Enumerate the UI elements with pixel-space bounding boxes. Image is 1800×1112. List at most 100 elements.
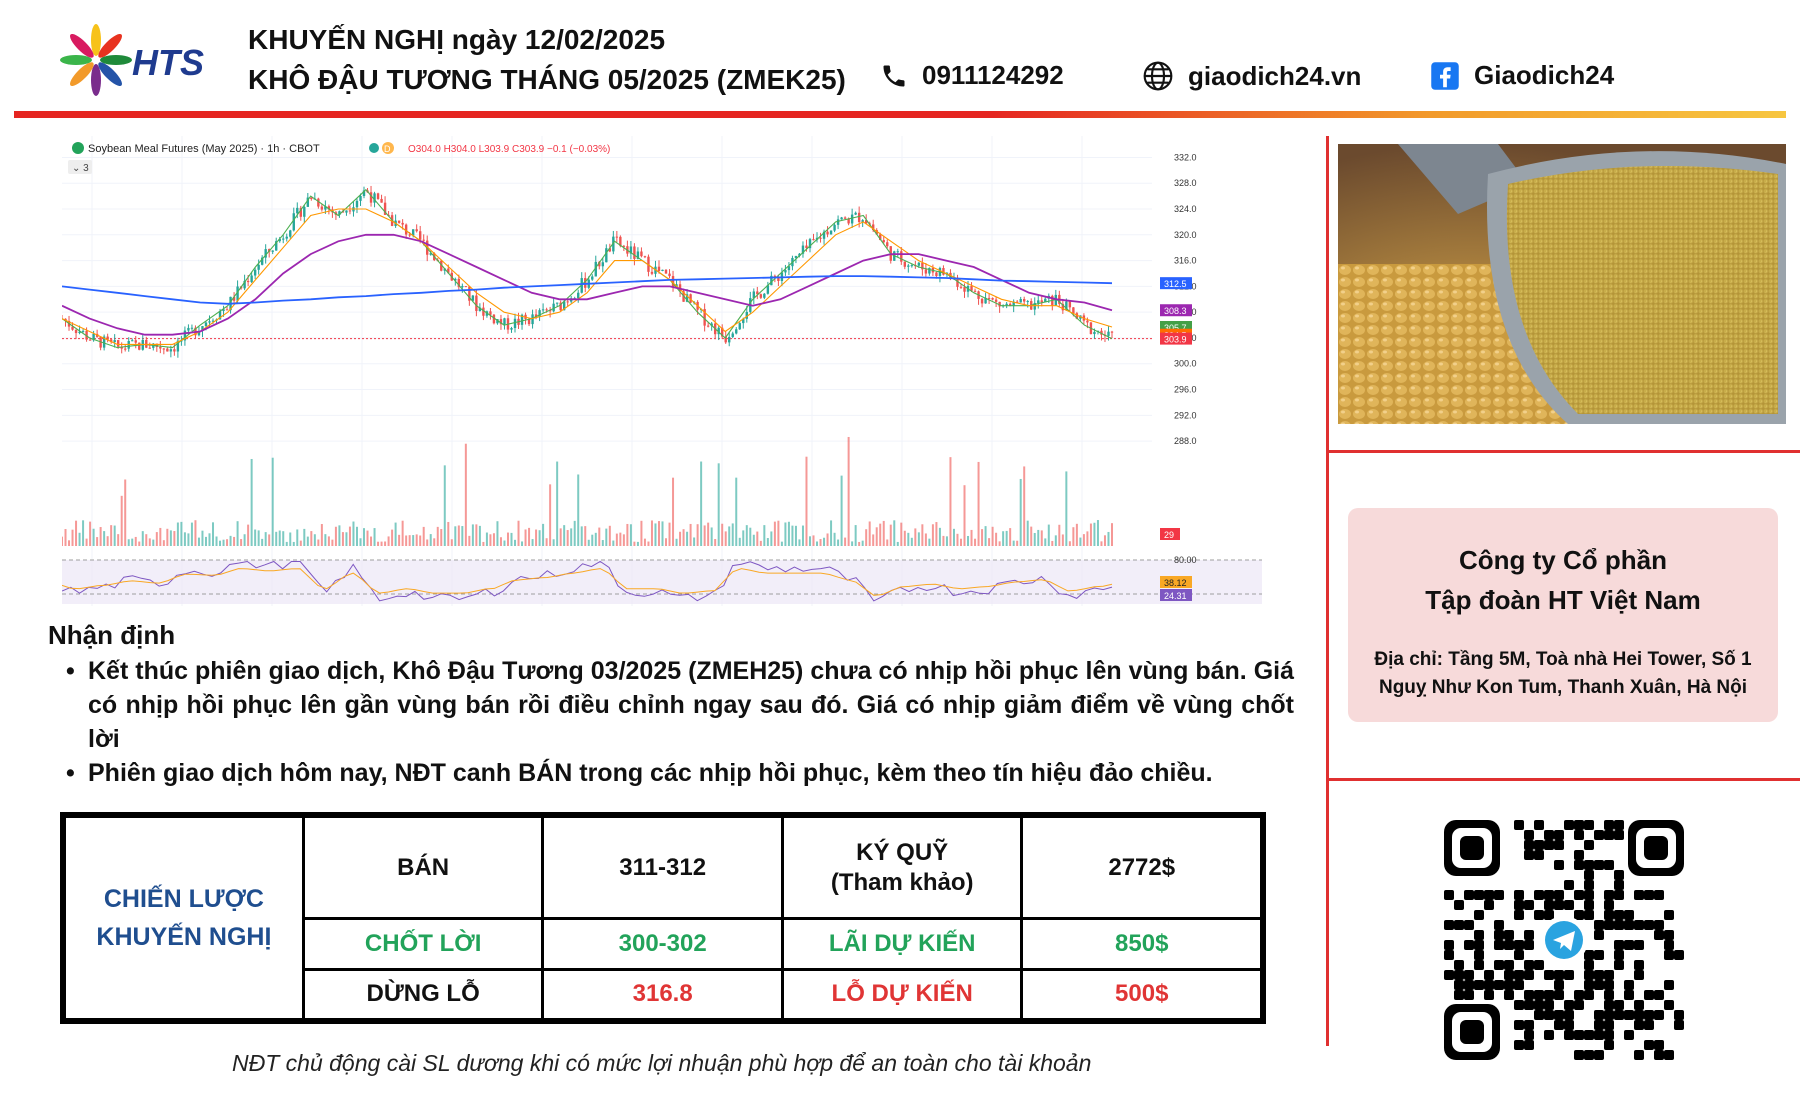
volume-bar bbox=[959, 538, 962, 546]
candle-body bbox=[109, 339, 113, 343]
volume-bar bbox=[282, 531, 285, 546]
volume-bar bbox=[714, 539, 717, 546]
candle-body bbox=[959, 286, 963, 288]
volume-bar bbox=[879, 523, 882, 546]
candle-body bbox=[376, 193, 380, 199]
qr-module bbox=[1604, 890, 1614, 900]
volume-bar bbox=[830, 520, 833, 546]
volume-bar bbox=[770, 531, 773, 546]
volume-bar bbox=[454, 526, 457, 546]
qr-module bbox=[1614, 920, 1624, 930]
candle-body bbox=[324, 206, 327, 210]
qr-module bbox=[1584, 890, 1594, 900]
qr-module bbox=[1594, 1050, 1604, 1060]
candle-body bbox=[917, 262, 921, 266]
symbol-icon bbox=[72, 142, 84, 154]
qr-module bbox=[1644, 1040, 1654, 1050]
price-chart[interactable]: 332.0328.0324.0320.0316.0312.0308.0304.0… bbox=[62, 136, 1294, 610]
candle-body bbox=[306, 197, 310, 207]
volume-bar bbox=[313, 534, 316, 546]
candle-body bbox=[822, 231, 826, 239]
qr-module bbox=[1464, 990, 1474, 1000]
qr-module bbox=[1464, 940, 1474, 950]
qr-module bbox=[1574, 910, 1584, 920]
qr-module bbox=[1594, 950, 1604, 960]
volume-bar bbox=[823, 537, 826, 546]
qr-module bbox=[1514, 910, 1524, 920]
expected-profit-value: 850$ bbox=[1020, 917, 1263, 971]
volume-bar bbox=[745, 525, 748, 546]
candle-body bbox=[218, 311, 222, 320]
candle-body bbox=[924, 269, 928, 274]
qr-module bbox=[1554, 890, 1564, 900]
qr-module bbox=[1564, 1020, 1574, 1030]
volume-bar bbox=[426, 539, 429, 546]
qr-module bbox=[1494, 920, 1504, 930]
qr-module bbox=[1584, 860, 1594, 870]
hts-logo-icon bbox=[60, 24, 132, 96]
volume-bar bbox=[120, 495, 123, 546]
qr-module bbox=[1604, 830, 1614, 840]
candle-body bbox=[380, 198, 383, 203]
volume-bar bbox=[566, 530, 569, 546]
qr-module bbox=[1594, 970, 1604, 980]
qr-module bbox=[1524, 840, 1534, 850]
website-contact[interactable]: giaodich24.vn bbox=[1142, 60, 1361, 92]
volume-bar bbox=[1096, 520, 1099, 546]
volume-bar bbox=[106, 536, 109, 546]
qr-module bbox=[1604, 990, 1614, 1000]
qr-module bbox=[1494, 980, 1504, 990]
volume-bar bbox=[622, 534, 625, 546]
volume-bar bbox=[935, 522, 938, 546]
volume-bar bbox=[1030, 526, 1033, 546]
qr-module bbox=[1594, 1030, 1604, 1040]
qr-module bbox=[1654, 890, 1664, 900]
volume-bar bbox=[370, 536, 373, 546]
globe-icon bbox=[1143, 61, 1173, 91]
qr-module bbox=[1634, 1020, 1644, 1030]
volume-bar bbox=[113, 525, 116, 546]
volume-bar bbox=[89, 521, 92, 546]
ma-line bbox=[62, 188, 1113, 349]
qr-code[interactable] bbox=[1444, 820, 1684, 1060]
candle-body bbox=[208, 321, 211, 323]
rsi-lines bbox=[62, 560, 1113, 602]
volume-badge-label: 29 bbox=[1164, 530, 1174, 540]
volume-bar bbox=[967, 535, 970, 546]
price-badge-label: 303.9 bbox=[1164, 335, 1187, 345]
volume-bar bbox=[594, 532, 597, 546]
expected-loss-value: 500$ bbox=[1020, 967, 1263, 1022]
qr-module bbox=[1444, 890, 1454, 900]
candle-body bbox=[731, 333, 734, 337]
qr-module bbox=[1634, 1050, 1644, 1060]
qr-module bbox=[1634, 890, 1644, 900]
qr-module bbox=[1564, 880, 1574, 890]
qr-module bbox=[1634, 960, 1644, 970]
volume-bar bbox=[254, 529, 257, 546]
candle-body bbox=[872, 224, 875, 231]
volume-bar bbox=[559, 528, 562, 546]
candle-body bbox=[317, 198, 320, 207]
candle-body bbox=[605, 248, 608, 263]
candle-body bbox=[183, 330, 187, 341]
qr-module bbox=[1524, 970, 1534, 980]
volume-bar bbox=[759, 540, 762, 546]
candle-body bbox=[102, 336, 106, 348]
qr-module bbox=[1554, 990, 1564, 1000]
phone-contact[interactable]: 0911124292 bbox=[880, 60, 1064, 91]
facebook-contact[interactable]: Giaodich24 bbox=[1430, 60, 1614, 91]
strategy-table: CHIẾN LƯỢC KHUYẾN NGHỊ BÁN 311-312 KÝ QU… bbox=[60, 812, 1266, 1024]
volume-bar bbox=[359, 538, 362, 546]
candle-body bbox=[92, 333, 95, 341]
volume-bar bbox=[556, 461, 559, 546]
volume-bar bbox=[924, 533, 927, 546]
qr-module bbox=[1644, 1010, 1654, 1020]
volume-bar bbox=[524, 529, 527, 546]
volume-bar bbox=[180, 521, 183, 546]
header-divider bbox=[14, 111, 1786, 118]
candle-body bbox=[555, 302, 559, 304]
volume-bar bbox=[573, 520, 576, 546]
candle-body bbox=[907, 265, 910, 267]
take-profit-label: CHỐT LỜI bbox=[301, 917, 545, 971]
volume-bar bbox=[584, 526, 587, 546]
